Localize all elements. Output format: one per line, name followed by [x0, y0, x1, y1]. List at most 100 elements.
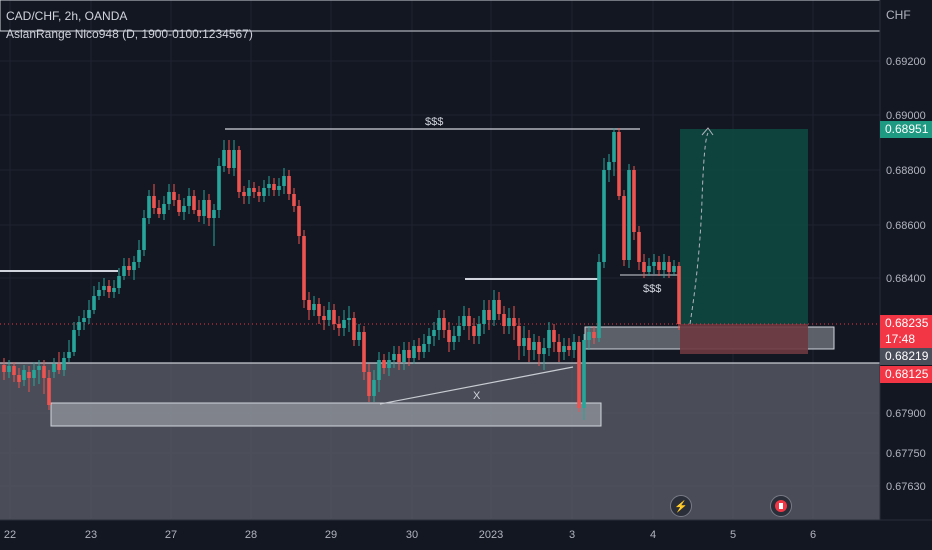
candle-body — [447, 330, 451, 342]
y-tick: 0.67750 — [886, 448, 926, 460]
candle-body — [402, 350, 406, 362]
candle-body — [357, 332, 361, 340]
indicator-title[interactable]: AsianRange Nico948 (D, 1900-0100:1234567… — [6, 27, 253, 41]
candle-body — [527, 338, 531, 350]
demand-zone[interactable] — [0, 363, 880, 520]
candle-body — [217, 166, 221, 210]
candle-body — [382, 360, 386, 368]
candle-body — [212, 210, 216, 218]
candle-body — [522, 338, 526, 346]
candle-body — [507, 318, 511, 326]
candle-body — [537, 342, 541, 354]
x-tick: 27 — [165, 529, 177, 541]
candle-body — [42, 366, 46, 378]
time-axis[interactable] — [0, 520, 932, 550]
candle-body — [17, 375, 21, 382]
asian-range-box-left[interactable] — [50, 402, 602, 427]
candle-body — [172, 192, 176, 200]
symbol-title[interactable]: CAD/CHF, 2h, OANDA — [6, 9, 128, 23]
candle-body — [127, 266, 131, 270]
candle-body — [237, 150, 241, 192]
candle-body — [407, 350, 411, 358]
canada-flag-icon[interactable] — [770, 495, 792, 517]
x-tick: 30 — [406, 529, 418, 541]
candle-body — [592, 332, 596, 338]
candle-body — [7, 366, 11, 372]
candle-body — [422, 344, 426, 352]
candle-body — [62, 358, 66, 370]
candle-body — [182, 206, 186, 212]
candle-body — [337, 324, 341, 328]
candle-body — [542, 348, 546, 354]
candle-body — [197, 210, 201, 216]
candle-body — [307, 300, 311, 310]
lightning-icon[interactable]: ⚡ — [670, 495, 692, 517]
candle-body — [347, 318, 351, 320]
x-tick: 4 — [650, 529, 656, 541]
candle-body — [242, 192, 246, 196]
candle-body — [332, 310, 336, 324]
candle-body — [602, 170, 606, 262]
candle-body — [427, 336, 431, 344]
candle-body — [517, 326, 521, 346]
candle-body — [207, 200, 211, 218]
candle-body — [442, 318, 446, 330]
candle-body — [552, 330, 556, 342]
candle-body — [232, 150, 236, 168]
candle-body — [247, 188, 251, 196]
long-position-stop-zone[interactable] — [680, 324, 808, 354]
candle-body — [497, 300, 501, 314]
y-tick: 0.69000 — [886, 110, 926, 122]
x-tick: 6 — [810, 529, 816, 541]
candle-body — [102, 286, 106, 290]
x-tick: 22 — [4, 529, 16, 541]
candle-body — [142, 218, 146, 250]
candle-body — [617, 132, 621, 196]
candle-body — [27, 372, 31, 378]
x-tick: 28 — [245, 529, 257, 541]
candle-body — [177, 200, 181, 212]
candle-body — [22, 370, 26, 380]
range-low-tag: 0.68125 — [880, 366, 932, 383]
trendline[interactable] — [379, 366, 574, 405]
candle-body — [622, 196, 626, 260]
candle-body — [572, 342, 576, 350]
candle-body — [82, 318, 86, 322]
candle-body — [112, 288, 116, 292]
candle-body — [477, 324, 481, 336]
countdown-tag: 17:48 — [880, 331, 932, 348]
candle-body — [662, 262, 666, 270]
target-price-tag: 0.68951 — [880, 121, 932, 138]
candle-body — [567, 346, 571, 350]
candle-body — [612, 132, 616, 162]
candle-body — [287, 176, 291, 194]
candle-body — [257, 192, 261, 196]
candle-body — [47, 378, 51, 405]
candle-body — [677, 266, 681, 324]
price-axis[interactable] — [880, 0, 932, 520]
candle-body — [147, 196, 151, 218]
candle-body — [387, 360, 391, 368]
candle-body — [582, 340, 586, 408]
candle-body — [252, 188, 256, 192]
candle-body — [377, 360, 381, 380]
candle-body — [667, 262, 671, 272]
candle-body — [327, 310, 331, 320]
candle-body — [92, 296, 96, 310]
candle-body — [87, 310, 91, 318]
candle-body — [202, 200, 206, 216]
candle-body — [317, 304, 321, 316]
candle-body — [532, 342, 536, 350]
candle-body — [647, 266, 651, 272]
long-position-target-zone[interactable] — [680, 129, 808, 324]
currency-label[interactable]: CHF — [886, 8, 911, 22]
candle-body — [607, 162, 611, 170]
candle-body — [487, 310, 491, 320]
candlestick-series — [2, 128, 681, 420]
candle-body — [52, 364, 56, 372]
candle-body — [137, 250, 141, 262]
candle-body — [512, 318, 516, 326]
candle-body — [267, 184, 271, 188]
candle-body — [107, 286, 111, 292]
